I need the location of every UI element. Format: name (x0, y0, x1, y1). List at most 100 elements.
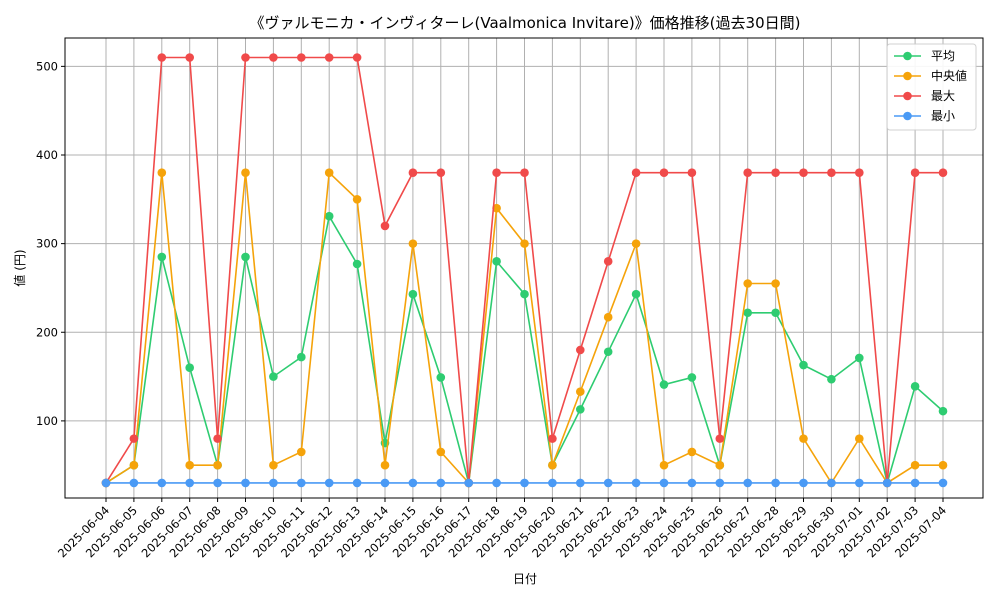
data-point (548, 478, 557, 488)
data-point (185, 363, 194, 373)
data-point (157, 168, 167, 178)
data-point (827, 374, 836, 384)
data-point (436, 447, 446, 457)
data-point (213, 434, 222, 443)
data-point (827, 478, 836, 488)
legend-swatch-marker (903, 51, 912, 61)
data-point (659, 168, 669, 178)
data-point (297, 53, 306, 62)
data-point (269, 460, 278, 470)
data-point (576, 478, 585, 488)
data-point (771, 168, 780, 178)
data-point (771, 279, 780, 288)
data-point (576, 387, 585, 396)
data-point (799, 478, 808, 488)
data-point (938, 460, 948, 470)
data-point (882, 478, 892, 488)
data-point (213, 478, 222, 488)
data-point (241, 478, 250, 488)
data-point (855, 353, 864, 363)
data-point (520, 478, 529, 488)
data-point (101, 478, 111, 488)
data-point (687, 447, 697, 457)
legend-swatch-marker (903, 71, 912, 81)
data-point (492, 257, 501, 266)
data-point (380, 221, 390, 231)
data-point (157, 478, 167, 488)
y-tick-label: 100 (36, 414, 58, 428)
data-point (324, 168, 334, 178)
data-point (771, 478, 780, 488)
data-point (129, 478, 139, 488)
data-point (241, 252, 250, 262)
data-point (603, 478, 613, 488)
data-point (799, 168, 808, 178)
data-point (548, 460, 557, 470)
data-point (576, 405, 585, 414)
data-point (269, 53, 278, 62)
data-point (520, 239, 529, 248)
chart-title: 《ヴァルモニカ・インヴィターレ(Vaalmonica Invitare)》価格推… (250, 14, 801, 32)
data-point (743, 279, 752, 288)
data-point (464, 478, 474, 488)
data-point (324, 53, 334, 62)
y-axis-ticks: 100 200 300 400 500 (36, 59, 65, 428)
data-point (269, 478, 278, 488)
data-point (157, 53, 167, 62)
y-tick-label: 300 (36, 237, 58, 251)
data-point (910, 382, 920, 391)
data-point (687, 168, 697, 178)
data-point (241, 168, 250, 178)
data-point (855, 478, 864, 488)
data-point (297, 447, 306, 457)
data-point (520, 289, 529, 299)
data-point (436, 478, 446, 488)
data-point (492, 203, 501, 213)
data-point (408, 289, 418, 299)
data-point (213, 460, 222, 470)
data-point (715, 478, 725, 488)
data-point (659, 380, 669, 389)
data-point (297, 478, 306, 488)
data-point (380, 460, 390, 470)
data-point (129, 434, 139, 443)
data-point (743, 308, 752, 318)
data-point (576, 345, 585, 355)
data-point (631, 239, 641, 248)
data-point (938, 168, 948, 178)
data-point (408, 239, 418, 248)
data-point (603, 312, 613, 322)
data-point (659, 478, 669, 488)
data-point (241, 53, 250, 62)
data-point (631, 168, 641, 178)
y-tick-label: 400 (36, 148, 58, 162)
data-point (324, 478, 334, 488)
legend-label: 最大 (931, 89, 955, 103)
data-point (715, 460, 725, 470)
legend-label: 平均 (931, 49, 955, 63)
series-layer (101, 53, 948, 488)
data-point (269, 372, 278, 381)
data-point (520, 168, 529, 178)
data-point (408, 478, 418, 488)
y-tick-label: 500 (36, 59, 58, 73)
data-point (492, 168, 501, 178)
data-point (799, 434, 808, 443)
data-point (687, 478, 697, 488)
legend-box (886, 43, 977, 131)
y-axis-label: 値 (円) (12, 249, 27, 286)
data-point (297, 352, 306, 362)
data-point (910, 460, 920, 470)
series-最小 (101, 478, 948, 488)
data-point (436, 168, 446, 178)
data-point (715, 434, 725, 443)
data-point (436, 373, 446, 382)
data-point (855, 168, 864, 178)
legend-label: 中央値 (931, 68, 967, 83)
data-point (129, 460, 139, 470)
data-point (659, 460, 669, 470)
data-point (938, 478, 948, 488)
data-point (352, 53, 362, 62)
x-axis-label: 日付 (513, 572, 537, 586)
